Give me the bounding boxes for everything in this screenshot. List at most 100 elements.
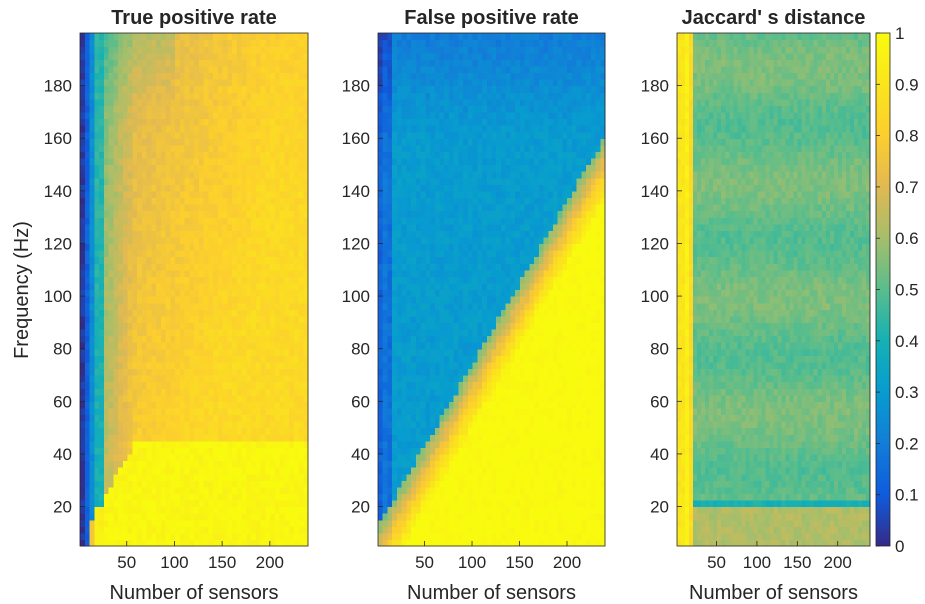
heatmap-cell — [406, 230, 412, 238]
heatmap-cell — [217, 440, 224, 448]
heatmap-cell — [279, 499, 285, 508]
heatmap-cell — [430, 342, 436, 350]
heatmap-cell — [113, 493, 119, 501]
heatmap-cell — [84, 105, 91, 113]
heatmap-cell — [156, 111, 162, 120]
heatmap-cell — [284, 59, 290, 67]
heatmap-cell — [108, 473, 114, 481]
heatmap-cell — [184, 434, 190, 442]
heatmap-cell — [236, 157, 243, 166]
heatmap-cell — [103, 499, 110, 508]
heatmap-cell — [80, 263, 86, 271]
heatmap-cell — [378, 440, 384, 448]
heatmap-cell — [118, 309, 124, 317]
heatmap-cell — [378, 493, 384, 501]
heatmap-cell — [175, 190, 181, 199]
heatmap-cell — [387, 263, 393, 271]
heatmap-cell — [401, 296, 407, 304]
heatmap-cell — [241, 223, 247, 231]
heatmap-cell — [175, 453, 181, 462]
heatmap-cell — [279, 79, 285, 87]
heatmap-cell — [420, 33, 426, 41]
heatmap-cell — [439, 499, 445, 508]
heatmap-cell — [165, 46, 171, 54]
heatmap-cell — [227, 322, 233, 330]
heatmap-cell — [415, 513, 422, 521]
heatmap-cell — [270, 348, 276, 356]
heatmap-cell — [217, 164, 224, 172]
heatmap-cell — [279, 92, 285, 100]
heatmap-cell — [303, 460, 309, 468]
heatmap-cell — [406, 322, 412, 330]
heatmap-cell — [141, 447, 148, 455]
heatmap-cell — [392, 315, 398, 323]
heatmap-cell — [189, 381, 195, 389]
heatmap-cell — [415, 59, 422, 67]
heatmap-cell — [151, 480, 157, 488]
heatmap-cell — [84, 157, 91, 166]
heatmap-cell — [246, 72, 252, 80]
heatmap-cell — [260, 210, 266, 218]
heatmap-cell — [396, 190, 403, 199]
heatmap-cell — [189, 342, 195, 350]
heatmap-cell — [194, 210, 200, 218]
heatmap-cell — [284, 210, 290, 218]
heatmap-cell — [179, 46, 186, 54]
heatmap-cell — [198, 434, 205, 442]
heatmap-cell — [84, 138, 91, 146]
heatmap-cell — [289, 473, 295, 481]
heatmap-cell — [298, 414, 304, 422]
heatmap-cell — [284, 217, 290, 225]
heatmap-cell — [137, 190, 143, 199]
heatmap-cell — [213, 539, 219, 547]
heatmap-cell — [84, 414, 91, 422]
heatmap-cell — [279, 131, 285, 139]
heatmap-cell — [146, 493, 152, 501]
heatmap-cell — [103, 131, 110, 139]
heatmap-cell — [108, 184, 114, 192]
heatmap-cell — [222, 276, 228, 284]
heatmap-cell — [387, 335, 393, 343]
heatmap-cell — [189, 263, 195, 271]
heatmap-cell — [217, 184, 224, 192]
heatmap-cell — [289, 184, 295, 192]
heatmap-cell — [132, 460, 138, 468]
heatmap-cell — [420, 144, 426, 152]
heatmap-cell — [260, 368, 266, 376]
heatmap-cell — [382, 138, 389, 146]
heatmap-cell — [99, 460, 105, 468]
heatmap-cell — [232, 473, 238, 481]
heatmap-cell — [141, 105, 148, 113]
heatmap-cell — [406, 434, 412, 442]
heatmap-cell — [284, 138, 290, 146]
heatmap-cell — [213, 335, 219, 343]
heatmap-cell — [165, 486, 171, 494]
heatmap-cell — [430, 230, 436, 238]
heatmap-cell — [80, 375, 86, 383]
heatmap-cell — [265, 513, 271, 521]
heatmap-cell — [156, 243, 162, 251]
heatmap-cell — [194, 46, 200, 54]
heatmap-cell — [208, 532, 214, 541]
heatmap-cell — [251, 210, 257, 218]
heatmap-cell — [108, 79, 114, 87]
heatmap-cell — [293, 328, 300, 337]
heatmap-cell — [396, 388, 403, 396]
heatmap-cell — [378, 427, 384, 435]
heatmap-cell — [232, 368, 238, 376]
heatmap-cell — [203, 184, 209, 192]
heatmap-cell — [293, 513, 300, 521]
heatmap-cell — [401, 282, 407, 291]
heatmap-cell — [203, 39, 209, 47]
heatmap-cell — [425, 210, 431, 218]
heatmap-cell — [279, 539, 285, 547]
heatmap-cell — [170, 322, 176, 330]
heatmap-cell — [241, 269, 247, 277]
heatmap-cell — [203, 92, 209, 100]
heatmap-cell — [236, 315, 243, 323]
heatmap-cell — [303, 223, 309, 231]
heatmap-cell — [156, 388, 162, 396]
heatmap-cell — [246, 480, 252, 488]
heatmap-cell — [94, 282, 100, 291]
